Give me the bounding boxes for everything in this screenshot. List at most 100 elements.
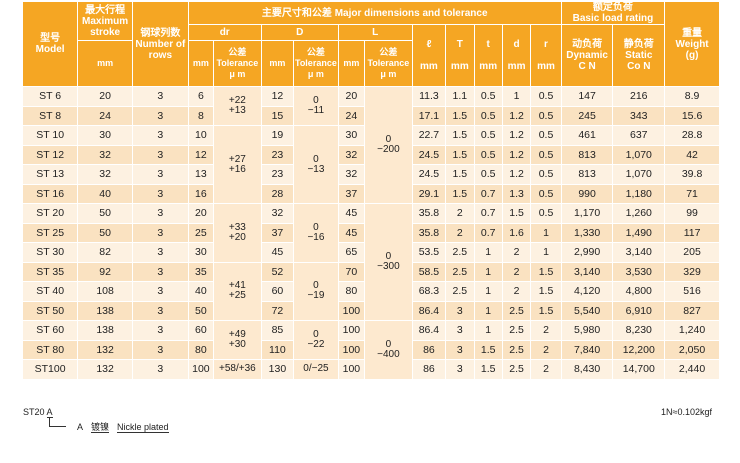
static-load-cell: 1,490 xyxy=(612,223,666,243)
D-tolerance-cell: 0 −16 xyxy=(293,203,339,263)
stroke-header: 最大行程 Maximum stroke xyxy=(77,2,133,41)
dynamic-load-cell: 1,330 xyxy=(561,223,614,243)
dr-cell: 100 xyxy=(188,359,215,380)
D-tolerance-cell: 0 −22 xyxy=(293,320,339,360)
table-row: ST100 132 3 100 +58/+36 130 0/−25 100 86 3 1.5 2.5 2… xyxy=(23,359,720,380)
d-header: d mm xyxy=(502,24,532,87)
dynamic-load-cell: 4,120 xyxy=(561,281,614,302)
static-load-cell: 4,800 xyxy=(612,281,666,302)
l-cell: 86 xyxy=(412,359,447,380)
l-cell: 86.4 xyxy=(412,301,447,321)
L-cell: 65 xyxy=(338,242,366,263)
t-cell: 0.7 xyxy=(474,184,503,204)
t-cell: 1.5 xyxy=(474,340,503,360)
L-cell: 45 xyxy=(338,203,366,224)
L-cell: 45 xyxy=(338,223,366,243)
dynamic-load-cell: 461 xyxy=(561,125,614,146)
L-cell: 70 xyxy=(338,262,366,282)
legend-option: A 镀镍 Nickle plated xyxy=(77,422,169,433)
table-row: ST 30 82 3 30 45 65 53.5 2.5 1 2 1 2,990 3,140 205 xyxy=(23,242,720,263)
D-unit: mm xyxy=(261,40,295,87)
model-cell: ST100 xyxy=(23,359,79,380)
l-cell: 29.1 xyxy=(412,184,447,204)
dr-cell: 10 xyxy=(188,125,215,146)
d-cell: 1.2 xyxy=(502,106,532,126)
D-tolerance-cell: 0 −19 xyxy=(293,262,339,321)
model-code-legend: ST20 A A 镀镍 Nickle plated xyxy=(23,407,263,441)
model-cell: ST 50 xyxy=(23,301,79,321)
rows-cell: 3 xyxy=(132,203,189,224)
L-tolerance-cell: 0 −400 xyxy=(364,320,413,380)
dr-tolerance-cell: +22 +13 xyxy=(213,86,262,126)
d-cell: 2.5 xyxy=(502,340,532,360)
dr-cell: 80 xyxy=(188,340,215,360)
stroke-cell: 82 xyxy=(77,242,133,263)
L-cell: 30 xyxy=(338,125,366,146)
d-cell: 1.2 xyxy=(502,164,532,185)
t-cell: 0.7 xyxy=(474,223,503,243)
stroke-cell: 138 xyxy=(77,320,133,341)
rows-cell: 3 xyxy=(132,184,189,204)
static-load-cell: 1,180 xyxy=(612,184,666,204)
L-cell: 37 xyxy=(338,184,366,204)
weight-cell: 28.8 xyxy=(664,125,720,146)
rows-cell: 3 xyxy=(132,223,189,243)
weight-header: 重量 Weight (g) xyxy=(664,2,720,87)
weight-cell: 99 xyxy=(664,203,720,224)
legend-model: ST20 A xyxy=(23,407,53,418)
weight-cell: 117 xyxy=(664,223,720,243)
l-cell: 22.7 xyxy=(412,125,447,146)
d-cell: 2 xyxy=(502,281,532,302)
t-cell: 1 xyxy=(474,320,503,341)
dynamic-load-cell: 990 xyxy=(561,184,614,204)
model-cell: ST 30 xyxy=(23,242,79,263)
D-header: D xyxy=(261,24,339,41)
weight-cell: 2,440 xyxy=(664,359,720,380)
r-cell: 0.5 xyxy=(530,203,562,224)
t-cell: 0.5 xyxy=(474,86,503,107)
stroke-cell: 50 xyxy=(77,223,133,243)
table-row: ST 16 40 3 16 28 37 29.1 1.5 0.7 1.3 0.5 990 1,180 71 xyxy=(23,184,720,204)
rows-cell: 3 xyxy=(132,359,189,380)
d-cell: 1.3 xyxy=(502,184,532,204)
stroke-cell: 108 xyxy=(77,281,133,302)
rows-cell: 3 xyxy=(132,242,189,263)
d-cell: 1.2 xyxy=(502,125,532,146)
major-dimensions-header: 主要尺寸和公差 Major dimensions and tolerance xyxy=(188,2,562,25)
T-cell: 2 xyxy=(445,203,475,224)
l-cell: 86 xyxy=(412,340,447,360)
static-load-cell: 12,200 xyxy=(612,340,666,360)
D-cell: 32 xyxy=(261,203,295,224)
model-cell: ST 40 xyxy=(23,281,79,302)
l-cell: 68.3 xyxy=(412,281,447,302)
L-cell: 24 xyxy=(338,106,366,126)
D-tolerance-cell: 0 −13 xyxy=(293,125,339,204)
L-cell: 100 xyxy=(338,301,366,321)
table-row: ST 13 32 3 13 23 32 24.5 1.5 0.5 1.2 0.5 813 1,070 39… xyxy=(23,164,720,185)
static-load-cell: 6,910 xyxy=(612,301,666,321)
D-cell: 12 xyxy=(261,86,295,107)
dr-tolerance-cell: +58/+36 xyxy=(213,359,262,380)
model-cell: ST 6 xyxy=(23,86,79,107)
rows-cell: 3 xyxy=(132,262,189,282)
D-cell: 52 xyxy=(261,262,295,282)
load-rating-header: 额定负荷 Basic load rating xyxy=(561,2,666,25)
table-row: ST 20 50 3 20 +33 +20 32 0 −16 45 0 −300 35.8 2 0.7 1.5… xyxy=(23,203,720,321)
rows-header: 钢球列数 Number of rows xyxy=(132,2,189,87)
L-header: L xyxy=(338,24,413,41)
static-load-cell: 3,140 xyxy=(612,242,666,263)
D-tolerance-cell: 0/−25 xyxy=(293,359,339,380)
d-cell: 1 xyxy=(502,86,532,107)
stroke-cell: 20 xyxy=(77,86,133,107)
t-header: t mm xyxy=(474,24,503,87)
D-cell: 72 xyxy=(261,301,295,321)
d-cell: 2.5 xyxy=(502,320,532,341)
dr-tolerance-cell: +49 +30 xyxy=(213,320,262,360)
weight-cell: 205 xyxy=(664,242,720,263)
L-tolerance-cell: 0 −200 xyxy=(364,86,413,204)
stroke-unit: mm xyxy=(77,40,133,87)
static-load-cell: 1,260 xyxy=(612,203,666,224)
weight-cell: 2,050 xyxy=(664,340,720,360)
l-cell: 35.8 xyxy=(412,203,447,224)
model-header: 型号 Model xyxy=(23,2,79,87)
